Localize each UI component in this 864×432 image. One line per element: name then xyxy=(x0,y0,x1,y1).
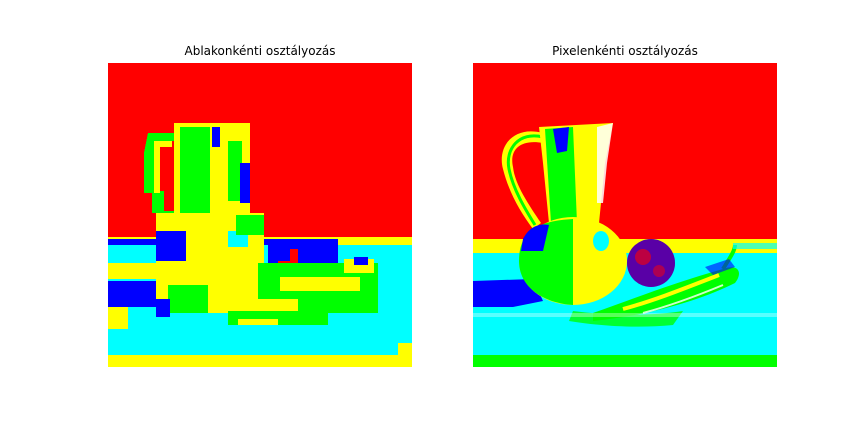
pixel-classification-image xyxy=(473,63,777,367)
jug-shadow xyxy=(473,279,543,307)
left-panel-title: Ablakonkénti osztályozás xyxy=(184,44,336,58)
window-classification-image xyxy=(108,63,412,367)
right-panel-title: Pixelenkénti osztályozás xyxy=(552,44,698,58)
jug-handle xyxy=(501,131,543,229)
wall-region xyxy=(473,63,777,239)
jug-handle xyxy=(144,133,180,229)
